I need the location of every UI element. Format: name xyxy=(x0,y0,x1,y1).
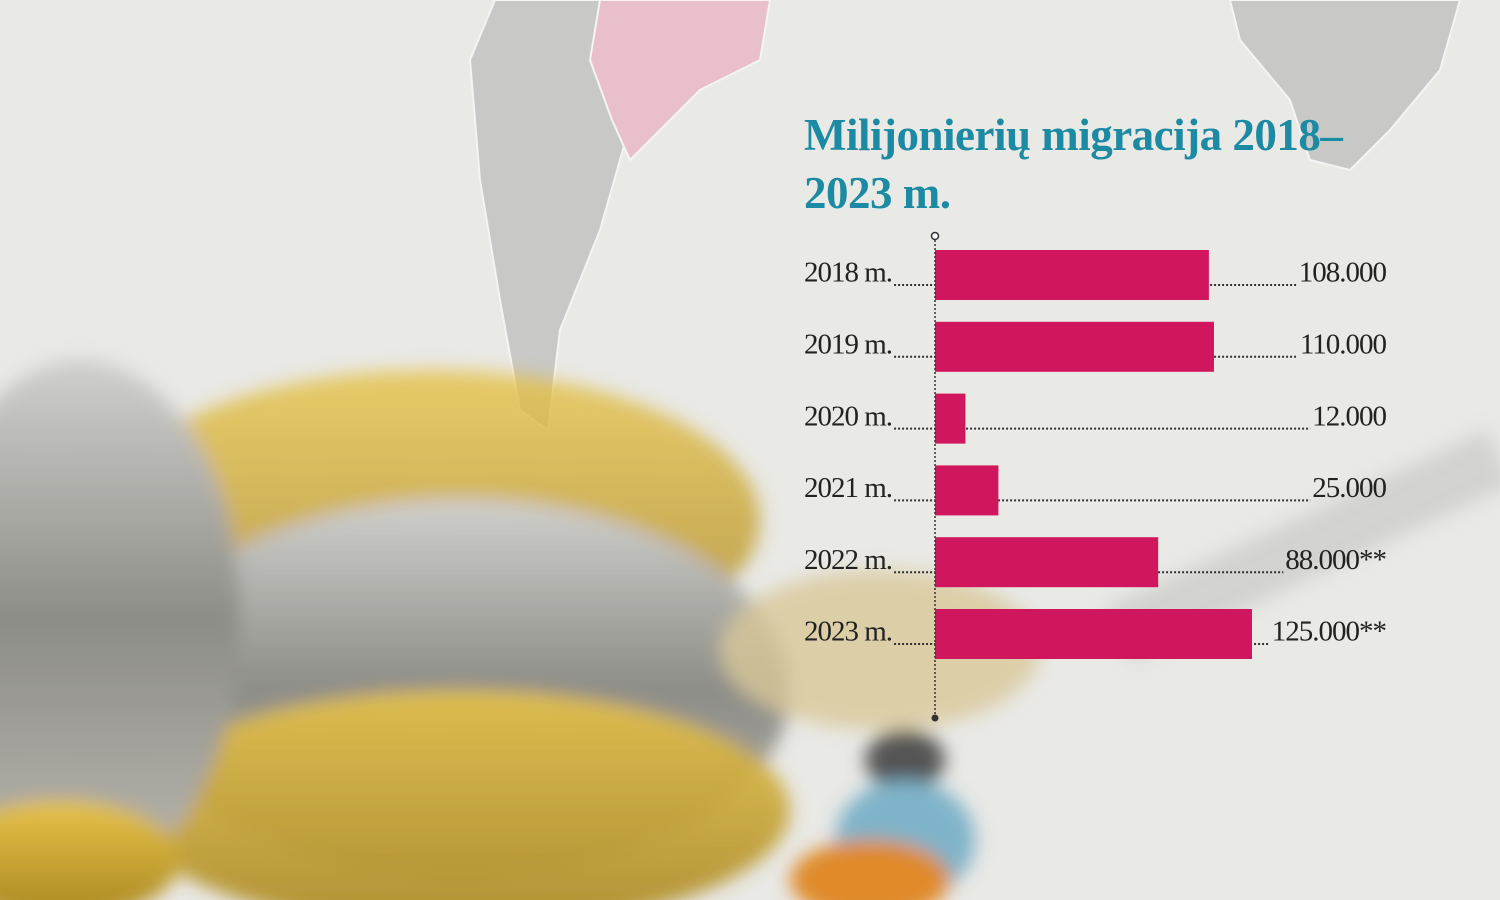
value-label: 125.000** xyxy=(1272,616,1387,648)
bar xyxy=(935,321,1214,372)
bar xyxy=(935,537,1159,588)
category-label: 2018 m. xyxy=(804,257,892,289)
axis-end xyxy=(931,714,939,722)
value-label: 110.000 xyxy=(1300,328,1387,360)
category-label: 2020 m. xyxy=(804,400,892,432)
value-label: 88.000** xyxy=(1285,544,1386,576)
bar xyxy=(935,393,966,444)
category-label: 2022 m. xyxy=(804,544,892,576)
category-label: 2021 m. xyxy=(804,472,892,504)
bar xyxy=(935,250,1209,300)
bar xyxy=(935,609,1252,659)
bar xyxy=(935,465,999,516)
chart-title: Milijonierių migracija 2018–2023 m. xyxy=(804,110,1343,218)
value-label: 108.000 xyxy=(1299,257,1387,289)
axis-start xyxy=(930,231,940,241)
category-label: 2019 m. xyxy=(804,328,892,360)
value-label: 25.000 xyxy=(1312,472,1386,504)
value-label: 12.000 xyxy=(1312,400,1386,432)
category-label: 2023 m. xyxy=(804,616,892,648)
